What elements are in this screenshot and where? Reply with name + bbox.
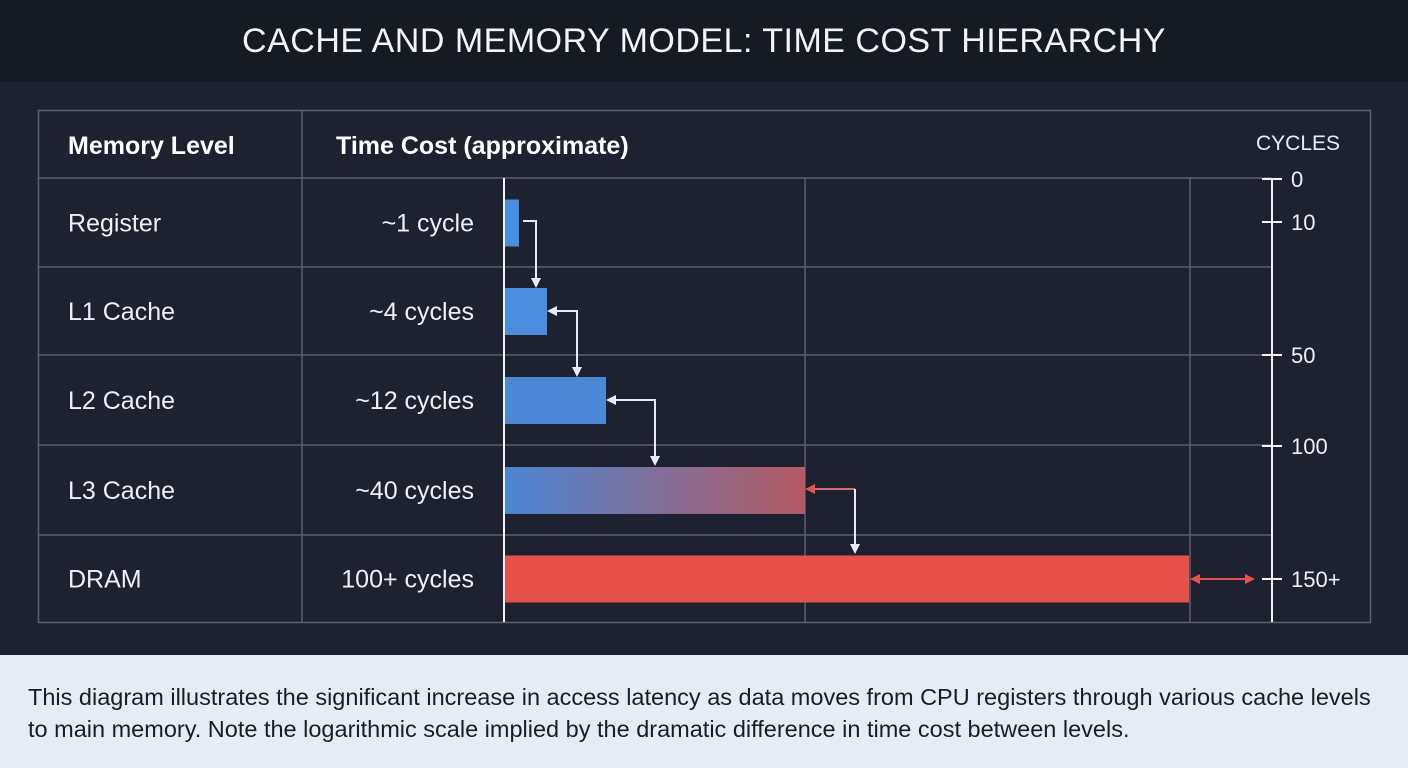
axis-tick-label: 100 <box>1291 434 1328 459</box>
row-label: Register <box>68 210 161 238</box>
cost-label: ~40 cycles <box>355 477 474 505</box>
bar-dram <box>505 555 1189 603</box>
row-label: L1 Cache <box>68 298 175 326</box>
connector-arrows <box>523 220 1255 584</box>
cost-label: ~12 cycles <box>355 387 474 415</box>
bar-l1-cache <box>505 288 547 335</box>
table-frame <box>37 109 1372 624</box>
caption-panel: This diagram illustrates the significant… <box>0 655 1408 768</box>
axis-label: CYCLES <box>1256 132 1340 155</box>
axis-tick-label: 10 <box>1291 210 1315 235</box>
row-label: L2 Cache <box>68 387 175 415</box>
row-label: L3 Cache <box>68 477 175 505</box>
bar-l3-cache <box>505 467 805 514</box>
cost-label: 100+ cycles <box>341 566 474 594</box>
title-bar: CACHE AND MEMORY MODEL: TIME COST HIERAR… <box>0 0 1408 82</box>
row-label: DRAM <box>68 566 142 594</box>
bar-register <box>505 199 519 247</box>
cycles-axis: 0 10 50 100 150+ <box>1262 167 1341 622</box>
cost-label: ~1 cycle <box>382 210 474 238</box>
table-grid <box>37 109 1372 624</box>
bar-l2-cache <box>505 377 606 424</box>
cost-label: ~4 cycles <box>369 298 474 326</box>
connector-arrow <box>523 220 541 288</box>
connector-arrow <box>606 395 660 466</box>
axis-tick-label: 50 <box>1291 343 1315 368</box>
latency-chart: Memory Level Time Cost (approximate) CYC… <box>37 109 1372 624</box>
axis-tick-label: 150+ <box>1291 567 1341 592</box>
chart-title: CACHE AND MEMORY MODEL: TIME COST HIERAR… <box>242 21 1166 60</box>
axis-tick-label: 0 <box>1291 167 1303 192</box>
header-time-cost: Time Cost (approximate) <box>336 132 629 160</box>
header-memory-level: Memory Level <box>68 132 235 160</box>
caption-text: This diagram illustrates the significant… <box>28 684 1371 742</box>
connector-arrow <box>547 306 582 377</box>
